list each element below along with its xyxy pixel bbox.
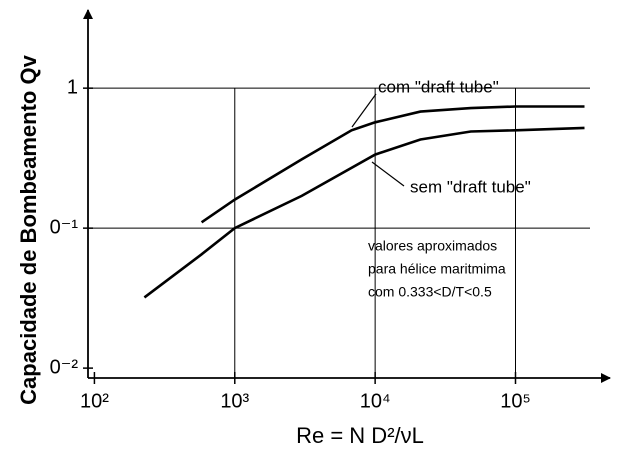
x-tick-label: 10⁴ — [360, 390, 391, 412]
legend-label: sem "draft tube" — [410, 177, 531, 196]
y-axis-title: Capacidade de Bombeamento Qv — [16, 54, 41, 404]
y-tick-label: 0⁻¹ — [50, 216, 79, 238]
y-tick-label: 0⁻² — [50, 356, 79, 378]
line-series — [143, 126, 585, 299]
line-series — [200, 105, 585, 224]
annotation: valores aproximados — [368, 238, 497, 254]
annotation: com 0.333<D/T<0.5 — [368, 284, 492, 300]
x-tick-label: 10³ — [220, 390, 249, 412]
leader-line — [351, 93, 377, 128]
legend-label: com "draft tube" — [378, 77, 499, 96]
x-tick-label: 10² — [80, 390, 109, 412]
x-axis-title: Re = N D²/νL — [296, 423, 424, 448]
y-tick-label: 1 — [67, 76, 78, 98]
annotation: para hélice maritmima — [368, 261, 506, 277]
x-tick-label: 10⁵ — [500, 390, 531, 412]
leader-line — [371, 161, 405, 187]
